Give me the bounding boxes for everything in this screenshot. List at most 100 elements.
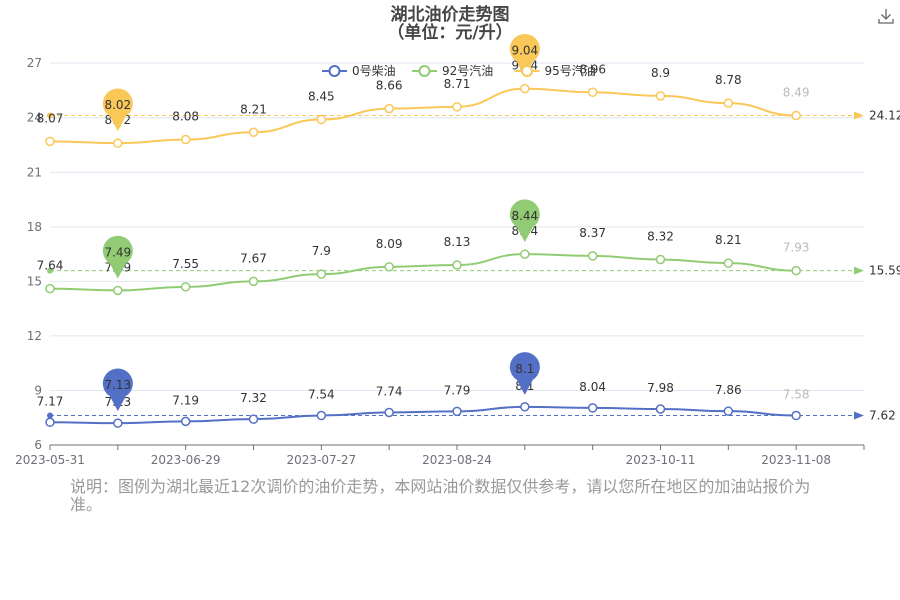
data-point bbox=[520, 249, 530, 259]
x-tick-label: 2023-11-08 bbox=[761, 453, 831, 467]
data-label: 8.32 bbox=[647, 230, 674, 244]
y-tick-label: 15 bbox=[27, 274, 42, 288]
data-point bbox=[384, 262, 394, 272]
legend-label: 95号汽油 bbox=[545, 63, 596, 78]
legend[interactable]: 0号柴油 92号汽油 95号汽油 bbox=[322, 63, 596, 78]
data-point bbox=[113, 285, 123, 296]
data-point bbox=[113, 138, 123, 148]
min-pin-label: 7.49 bbox=[104, 245, 131, 259]
max-pin-label: 8.44 bbox=[511, 209, 538, 223]
data-label: 8.66 bbox=[376, 79, 403, 93]
legend-marker bbox=[521, 65, 533, 77]
data-point bbox=[248, 276, 259, 287]
max-pin bbox=[509, 352, 540, 395]
markline-layer bbox=[47, 111, 864, 420]
x-tick-label: 2023-07-27 bbox=[286, 453, 356, 467]
data-point bbox=[384, 407, 394, 418]
data-point bbox=[316, 410, 327, 421]
data-label: 8.45 bbox=[308, 90, 335, 104]
data-point bbox=[384, 103, 394, 114]
max-pin-label: 9.04 bbox=[511, 44, 538, 58]
data-point bbox=[248, 414, 259, 424]
x-tick-label: 2023-05-31 bbox=[15, 453, 85, 467]
y-tick-label: 9 bbox=[34, 383, 42, 397]
mark-line-arrow bbox=[854, 266, 864, 275]
x-tick-label: 2023-06-29 bbox=[151, 453, 221, 467]
data-label: 8.9 bbox=[651, 66, 670, 80]
y-tick-label: 18 bbox=[27, 220, 42, 234]
data-point bbox=[791, 265, 801, 276]
data-label: 7.79 bbox=[444, 383, 471, 397]
y-tick-label: 24 bbox=[27, 111, 42, 125]
max-pin bbox=[509, 33, 540, 77]
data-label: 8.13 bbox=[444, 235, 471, 249]
data-point bbox=[45, 136, 55, 147]
data-label: 8.71 bbox=[444, 77, 471, 91]
legend-marker bbox=[418, 65, 431, 77]
mark-line-start bbox=[47, 267, 53, 274]
data-point bbox=[587, 87, 598, 98]
min-pin bbox=[102, 368, 133, 412]
series-line bbox=[49, 253, 797, 292]
data-label: 7.9 bbox=[312, 244, 331, 258]
data-point bbox=[587, 251, 598, 261]
mark-line-label: 24.12 bbox=[869, 109, 900, 123]
data-point bbox=[316, 269, 327, 279]
legend-item[interactable]: 92号汽油 bbox=[412, 63, 493, 78]
data-point bbox=[587, 403, 598, 413]
y-tick-label: 21 bbox=[27, 165, 42, 179]
mark-line-start bbox=[47, 112, 53, 119]
mark-line-label: 7.62 bbox=[869, 409, 896, 423]
legend-label: 0号柴油 bbox=[352, 64, 396, 78]
max-pin-label: 8.1 bbox=[515, 362, 534, 376]
data-point bbox=[723, 98, 734, 108]
label-layer: 7.62 7.17 7.13 7.19 7.32 7.54 7.74 7.79 8.1 8.04 7… bbox=[37, 59, 900, 423]
min-pin bbox=[102, 235, 133, 279]
data-point bbox=[452, 102, 462, 112]
data-point bbox=[452, 406, 462, 417]
y-tick-label: 27 bbox=[27, 56, 42, 70]
data-label: 8.37 bbox=[579, 226, 606, 240]
data-label: 8.21 bbox=[715, 233, 742, 247]
mark-line-arrow bbox=[854, 111, 864, 120]
data-label: 8.04 bbox=[579, 380, 606, 394]
data-point bbox=[180, 134, 191, 145]
data-label: 7.98 bbox=[647, 381, 674, 395]
data-label: 7.67 bbox=[240, 251, 267, 265]
data-point bbox=[452, 260, 462, 270]
data-point bbox=[655, 91, 666, 101]
min-pin-label: 7.13 bbox=[104, 378, 131, 392]
data-label: 7.54 bbox=[308, 388, 335, 402]
min-pin-label: 8.02 bbox=[104, 98, 131, 112]
data-point bbox=[180, 282, 191, 292]
y-tick-label: 12 bbox=[27, 329, 42, 343]
min-pin bbox=[102, 88, 133, 132]
chart-subtitle: （单位：元/升） bbox=[387, 22, 512, 43]
series-layer bbox=[45, 83, 801, 428]
x-tick-label: 2023-08-24 bbox=[422, 453, 492, 467]
data-label: 7.74 bbox=[376, 384, 403, 398]
legend-item[interactable]: 95号汽油 bbox=[514, 63, 596, 78]
mark-line-start bbox=[47, 412, 53, 419]
data-label: 8.09 bbox=[376, 237, 403, 251]
data-label: 8.21 bbox=[240, 102, 267, 116]
data-point bbox=[520, 83, 530, 94]
series-line bbox=[49, 405, 797, 425]
legend-item[interactable]: 0号柴油 bbox=[322, 64, 396, 78]
data-label: 7.19 bbox=[172, 393, 199, 407]
axis-layer: 6 9 12 15 18 21 24 27 2023-05-31 2023-06-29 2023-0… bbox=[15, 56, 865, 467]
pin-layer: 7.13 8.1 7.49 8.44 8.02 9.04 bbox=[102, 33, 540, 412]
data-point bbox=[45, 417, 55, 428]
max-pin bbox=[509, 199, 540, 243]
data-point bbox=[655, 404, 666, 414]
legend-label: 92号汽油 bbox=[442, 63, 493, 78]
x-tick-label: 2023-10-11 bbox=[626, 453, 696, 467]
download-icon[interactable] bbox=[876, 6, 896, 26]
data-point bbox=[791, 110, 801, 121]
data-label: 8.96 bbox=[579, 62, 606, 76]
data-label: 8.49 bbox=[783, 86, 810, 100]
data-point bbox=[316, 114, 327, 125]
chart-title: 湖北油价走势图 bbox=[391, 4, 510, 25]
data-point bbox=[113, 418, 123, 428]
